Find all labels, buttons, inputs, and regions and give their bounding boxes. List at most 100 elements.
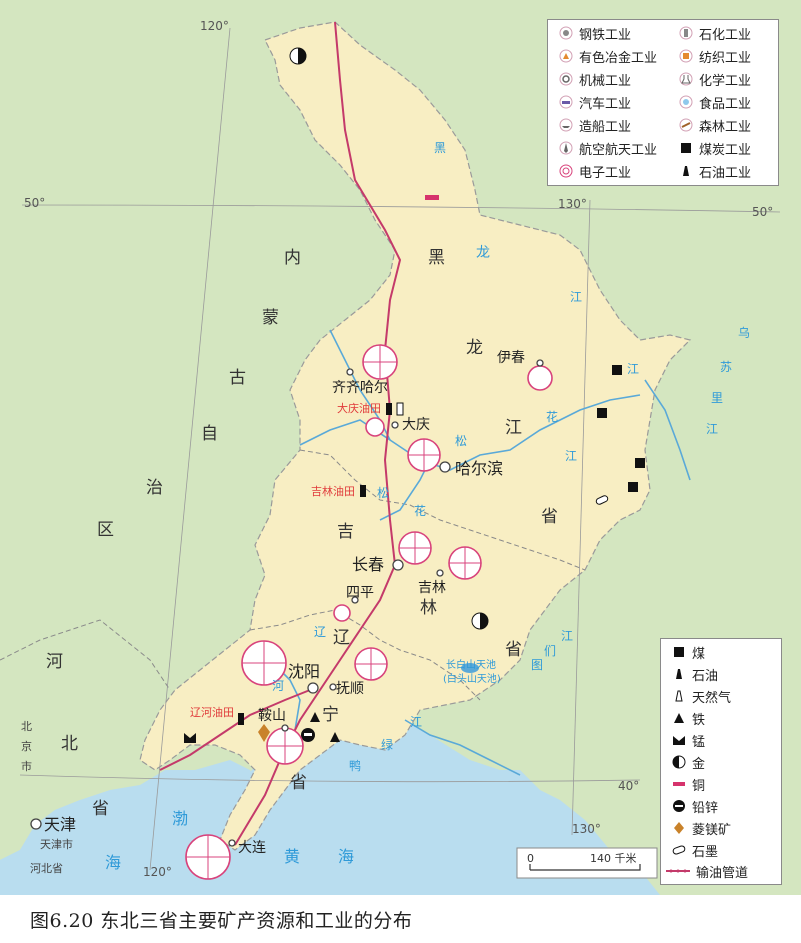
- tianjin-shi-label: 天津市: [40, 837, 73, 851]
- songhua-char-2: 花: [546, 409, 558, 424]
- oil-industry-icon: [678, 163, 694, 179]
- oilfield-daqing: 大庆油田: [337, 401, 381, 415]
- yalu-char-3: 江: [410, 715, 422, 729]
- legend-oil-label: 石油: [692, 668, 719, 684]
- city-fushun: 抚顺: [336, 681, 364, 697]
- iron-icon: [671, 710, 687, 726]
- gold-icon: [671, 754, 687, 770]
- nen-char-1: 松: [377, 486, 389, 500]
- changbai-lake-alt-label: (白头山天池): [443, 672, 501, 685]
- legend-pipeline-label: 输油管道: [696, 865, 749, 881]
- city-anshan: 鞍山: [258, 708, 286, 724]
- beijing-char-3: 市: [21, 759, 32, 773]
- tumen-char-1: 图: [531, 658, 543, 672]
- legend-oil-industry: 石油工业: [678, 161, 751, 181]
- wusuli-char-3: 里: [711, 391, 723, 405]
- huanghai-char-2: 海: [338, 847, 354, 866]
- heilongjiang-char-4: 省: [541, 507, 558, 527]
- lon-120-bottom-label: 120°: [143, 865, 172, 879]
- inner-mongolia-char-3: 古: [229, 368, 246, 388]
- heilong-river-char-2: 龙: [476, 245, 490, 261]
- hebei-char-3: 省: [92, 799, 109, 819]
- yalu-char-1: 鸭: [349, 759, 361, 773]
- legend-natural-gas: 天然气: [671, 686, 731, 706]
- figure-caption: 图6.20 东北三省主要矿产资源和工业的分布: [30, 910, 413, 932]
- legend-natural-gas-label: 天然气: [692, 690, 732, 706]
- legend-petrochemical: 石化工业: [678, 23, 751, 43]
- water-labels: 黑 龙 江 乌 苏 里 江 江 松 花 江 松 花 辽 河 鸭 绿 江 图 们 …: [105, 141, 750, 872]
- tumen-char-2: 们: [544, 643, 556, 658]
- province-border-jl-ln: [249, 609, 481, 701]
- bohai-char-1: 渤: [172, 809, 188, 828]
- changbai-lake: [461, 663, 479, 673]
- legend-magnesite-label: 菱镁矿: [692, 822, 732, 838]
- liao-river-char-1: 辽: [314, 625, 326, 639]
- legend-textile-label: 纺织工业: [699, 50, 752, 66]
- legend-manganese: 锰: [671, 730, 705, 750]
- legend-aerospace-label: 航空航天工业: [579, 142, 658, 158]
- jilin-char-2: 林: [420, 598, 437, 618]
- city-shenyang: 沈阳: [288, 662, 320, 681]
- industry-legend: 钢铁工业 石化工业 有色冶金工业 纺织工业 机械工业 化学工业 汽车工业 食品工…: [547, 19, 779, 186]
- songhua-char-1: 松: [455, 434, 467, 448]
- hebei-sheng-label: 河北省: [30, 862, 63, 875]
- tumen-char-3: 江: [561, 629, 573, 643]
- legend-petrochemical-label: 石化工业: [699, 27, 752, 43]
- hebei-char-2: 北: [61, 734, 78, 754]
- coal-industry-icon: [678, 140, 694, 156]
- jilin-char-1: 吉: [337, 522, 354, 542]
- wusuli-char-1: 乌: [738, 325, 750, 340]
- legend-steel: 钢铁工业: [558, 23, 631, 43]
- huanghai-char-1: 黄: [284, 847, 300, 866]
- wusuli-char-4: 江: [706, 422, 718, 436]
- legend-coal-industry: 煤炭工业: [678, 138, 751, 158]
- oilfield-labels: 大庆油田 吉林油田 辽河油田: [190, 401, 381, 719]
- legend-gold-label: 金: [692, 756, 706, 772]
- inner-mongolia-char-4: 自: [201, 424, 218, 444]
- heilongjiang-char-2: 龙: [466, 338, 483, 358]
- legend-manganese-label: 锰: [692, 734, 706, 750]
- scale-bar: 0 140 千米: [516, 847, 658, 879]
- beijing-char-1: 北: [21, 720, 32, 733]
- electronics-icon: [558, 163, 574, 179]
- natural-gas-icon: [671, 688, 687, 704]
- legend-coal: 煤: [671, 642, 705, 662]
- legend-steel-label: 钢铁工业: [579, 27, 632, 43]
- legend-lead-zinc-label: 铅锌: [692, 800, 719, 816]
- heilongjiang-char-1: 黑: [428, 248, 445, 268]
- nen-char-2: 花: [414, 503, 426, 518]
- nonferrous-icon: [558, 48, 574, 64]
- legend-shipbuilding: 造船工业: [558, 115, 631, 135]
- legend-food-label: 食品工业: [699, 96, 752, 112]
- legend-coal-label: 煤: [692, 646, 706, 662]
- changbai-lake-label: 长白山天池: [446, 658, 496, 671]
- city-daqing: 大庆: [402, 417, 430, 433]
- scale-zero: 0: [527, 852, 534, 865]
- pipeline-icon: [665, 863, 691, 879]
- city-jilin: 吉林: [418, 580, 446, 596]
- legend-machinery-label: 机械工业: [579, 73, 632, 89]
- coal-icon: [671, 644, 687, 660]
- city-dots: [30, 359, 544, 847]
- heilong-river-char-3: 江: [570, 290, 582, 304]
- inner-mongolia-char-1: 内: [284, 248, 301, 268]
- province-border-hl-jl: [299, 449, 586, 571]
- legend-oil: 石油: [671, 664, 718, 684]
- legend-iron-label: 铁: [692, 712, 706, 728]
- legend-chemical-label: 化学工业: [699, 73, 752, 89]
- legend-graphite-label: 石墨: [692, 844, 719, 860]
- lat-50-right-label: 50°: [752, 205, 773, 219]
- lon-130-bottom-label: 130°: [572, 822, 601, 836]
- lat-40-label: 40°: [618, 779, 639, 793]
- inner-mongolia-char-6: 区: [97, 520, 114, 540]
- mineral-markers: [184, 47, 645, 743]
- legend-copper: 铜: [671, 774, 705, 794]
- liaoning-char-3: 省: [290, 773, 307, 793]
- legend-electronics: 电子工业: [558, 161, 631, 181]
- oil-icon: [671, 666, 687, 682]
- food-icon: [678, 94, 694, 110]
- city-siping: 四平: [346, 585, 374, 601]
- city-changchun: 长春: [352, 555, 384, 574]
- city-labels: 齐齐哈尔 大庆 哈尔滨 伊春 长春 吉林 四平 沈阳 抚顺 鞍山 大连 天津: [44, 350, 525, 856]
- copper-icon: [671, 776, 687, 792]
